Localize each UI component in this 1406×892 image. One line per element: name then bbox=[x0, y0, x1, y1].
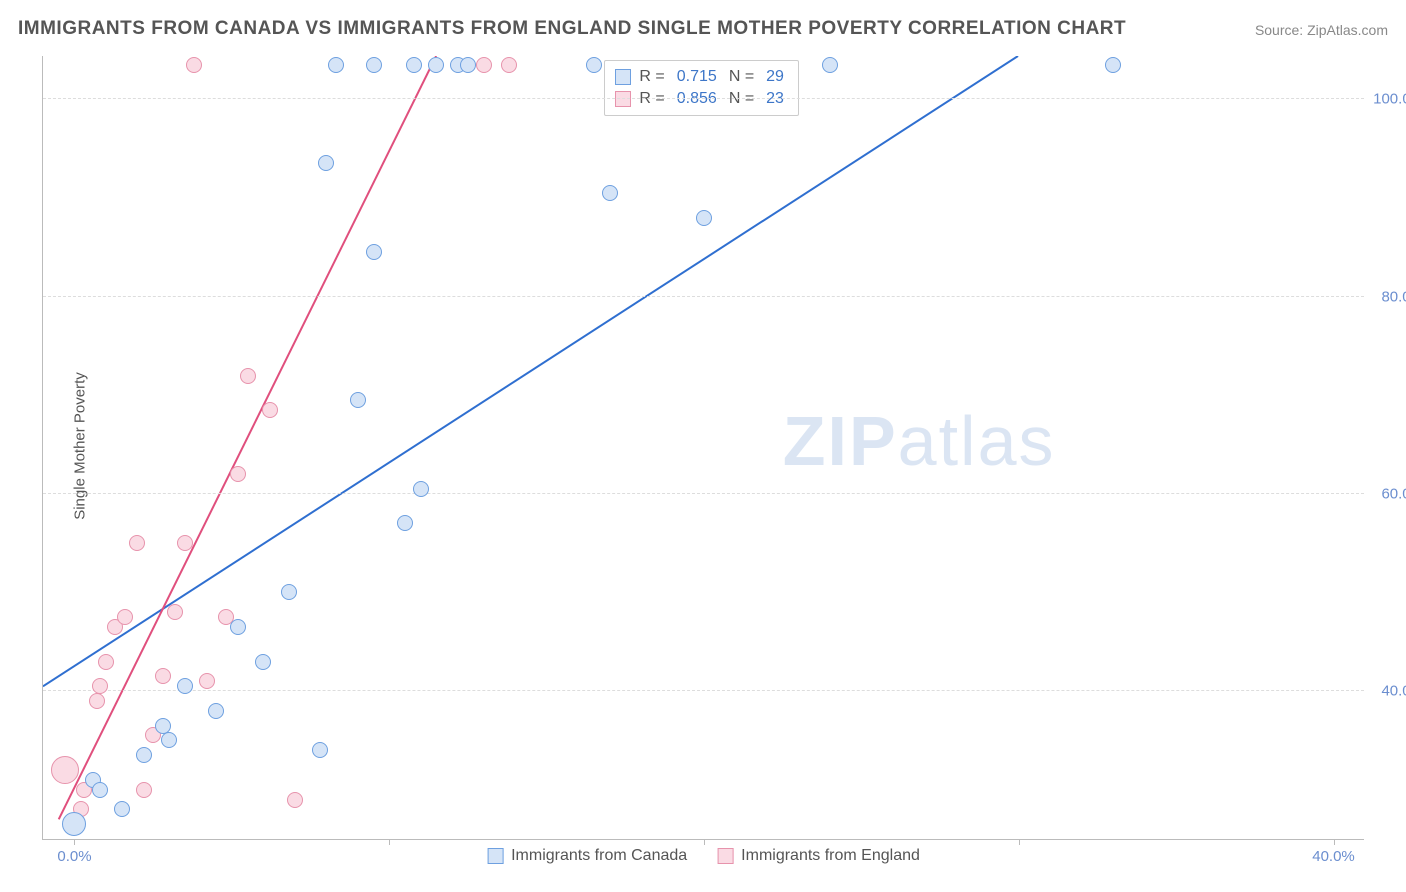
data-point-england bbox=[129, 535, 145, 551]
series-legend-england: Immigrants from England bbox=[717, 847, 920, 865]
x-tick bbox=[704, 839, 705, 845]
watermark: ZIPatlas bbox=[783, 401, 1056, 481]
x-tick bbox=[74, 839, 75, 845]
data-point-england bbox=[186, 57, 202, 73]
data-point-england bbox=[136, 782, 152, 798]
data-point-canada bbox=[230, 619, 246, 635]
y-tick-label: 100.0% bbox=[1368, 91, 1406, 108]
swatch-canada-icon bbox=[615, 69, 631, 85]
data-point-canada bbox=[92, 782, 108, 798]
data-point-canada bbox=[602, 185, 618, 201]
data-point-england bbox=[51, 756, 79, 784]
data-point-england bbox=[117, 609, 133, 625]
chart-container: IMMIGRANTS FROM CANADA VS IMMIGRANTS FRO… bbox=[0, 0, 1406, 892]
data-point-canada bbox=[62, 812, 86, 836]
r-value-canada: 0.715 bbox=[673, 66, 721, 88]
data-point-canada bbox=[366, 244, 382, 260]
chart-title: IMMIGRANTS FROM CANADA VS IMMIGRANTS FRO… bbox=[18, 18, 1126, 40]
data-point-england bbox=[287, 792, 303, 808]
data-point-canada bbox=[586, 57, 602, 73]
data-point-england bbox=[262, 402, 278, 418]
data-point-england bbox=[501, 57, 517, 73]
series-legend-canada: Immigrants from Canada bbox=[487, 847, 687, 865]
x-tick bbox=[1334, 839, 1335, 845]
swatch-england-icon bbox=[717, 848, 733, 864]
data-point-england bbox=[230, 466, 246, 482]
data-point-england bbox=[92, 678, 108, 694]
data-point-canada bbox=[318, 155, 334, 171]
data-point-canada bbox=[208, 703, 224, 719]
data-point-canada bbox=[114, 801, 130, 817]
y-tick-label: 60.0% bbox=[1368, 485, 1406, 502]
n-value-canada: 29 bbox=[762, 66, 788, 88]
x-tick bbox=[389, 839, 390, 845]
data-point-england bbox=[167, 604, 183, 620]
data-point-canada bbox=[281, 584, 297, 600]
x-tick-label: 0.0% bbox=[57, 848, 91, 865]
correlation-legend-row-canada: R = 0.715 N = 29 bbox=[615, 66, 788, 88]
data-point-canada bbox=[328, 57, 344, 73]
data-point-canada bbox=[696, 210, 712, 226]
data-point-canada bbox=[460, 57, 476, 73]
data-point-canada bbox=[255, 654, 271, 670]
data-point-england bbox=[89, 693, 105, 709]
data-point-canada bbox=[350, 392, 366, 408]
gridline-h bbox=[43, 296, 1364, 297]
data-point-canada bbox=[177, 678, 193, 694]
trend-lines bbox=[43, 56, 1364, 839]
data-point-canada bbox=[822, 57, 838, 73]
data-point-england bbox=[98, 654, 114, 670]
gridline-h bbox=[43, 690, 1364, 691]
gridline-h bbox=[43, 493, 1364, 494]
data-point-england bbox=[476, 57, 492, 73]
data-point-england bbox=[155, 668, 171, 684]
x-tick bbox=[1019, 839, 1020, 845]
data-point-canada bbox=[136, 747, 152, 763]
data-point-england bbox=[199, 673, 215, 689]
data-point-canada bbox=[406, 57, 422, 73]
data-point-canada bbox=[155, 718, 171, 734]
y-tick-label: 40.0% bbox=[1368, 683, 1406, 700]
gridline-h bbox=[43, 98, 1364, 99]
series-legend: Immigrants from Canada Immigrants from E… bbox=[487, 847, 920, 865]
data-point-canada bbox=[1105, 57, 1121, 73]
data-point-canada bbox=[413, 481, 429, 497]
swatch-canada-icon bbox=[487, 848, 503, 864]
data-point-canada bbox=[312, 742, 328, 758]
data-point-england bbox=[177, 535, 193, 551]
data-point-canada bbox=[161, 732, 177, 748]
source-attribution: Source: ZipAtlas.com bbox=[1255, 22, 1388, 38]
data-point-england bbox=[240, 368, 256, 384]
correlation-legend: R = 0.715 N = 29 R = 0.856 N = 23 bbox=[604, 60, 799, 116]
y-tick-label: 80.0% bbox=[1368, 288, 1406, 305]
data-point-canada bbox=[366, 57, 382, 73]
x-tick-label: 40.0% bbox=[1312, 848, 1355, 865]
data-point-canada bbox=[428, 57, 444, 73]
data-point-canada bbox=[397, 515, 413, 531]
plot-area: ZIPatlas R = 0.715 N = 29 R = 0.856 N = … bbox=[42, 56, 1364, 840]
